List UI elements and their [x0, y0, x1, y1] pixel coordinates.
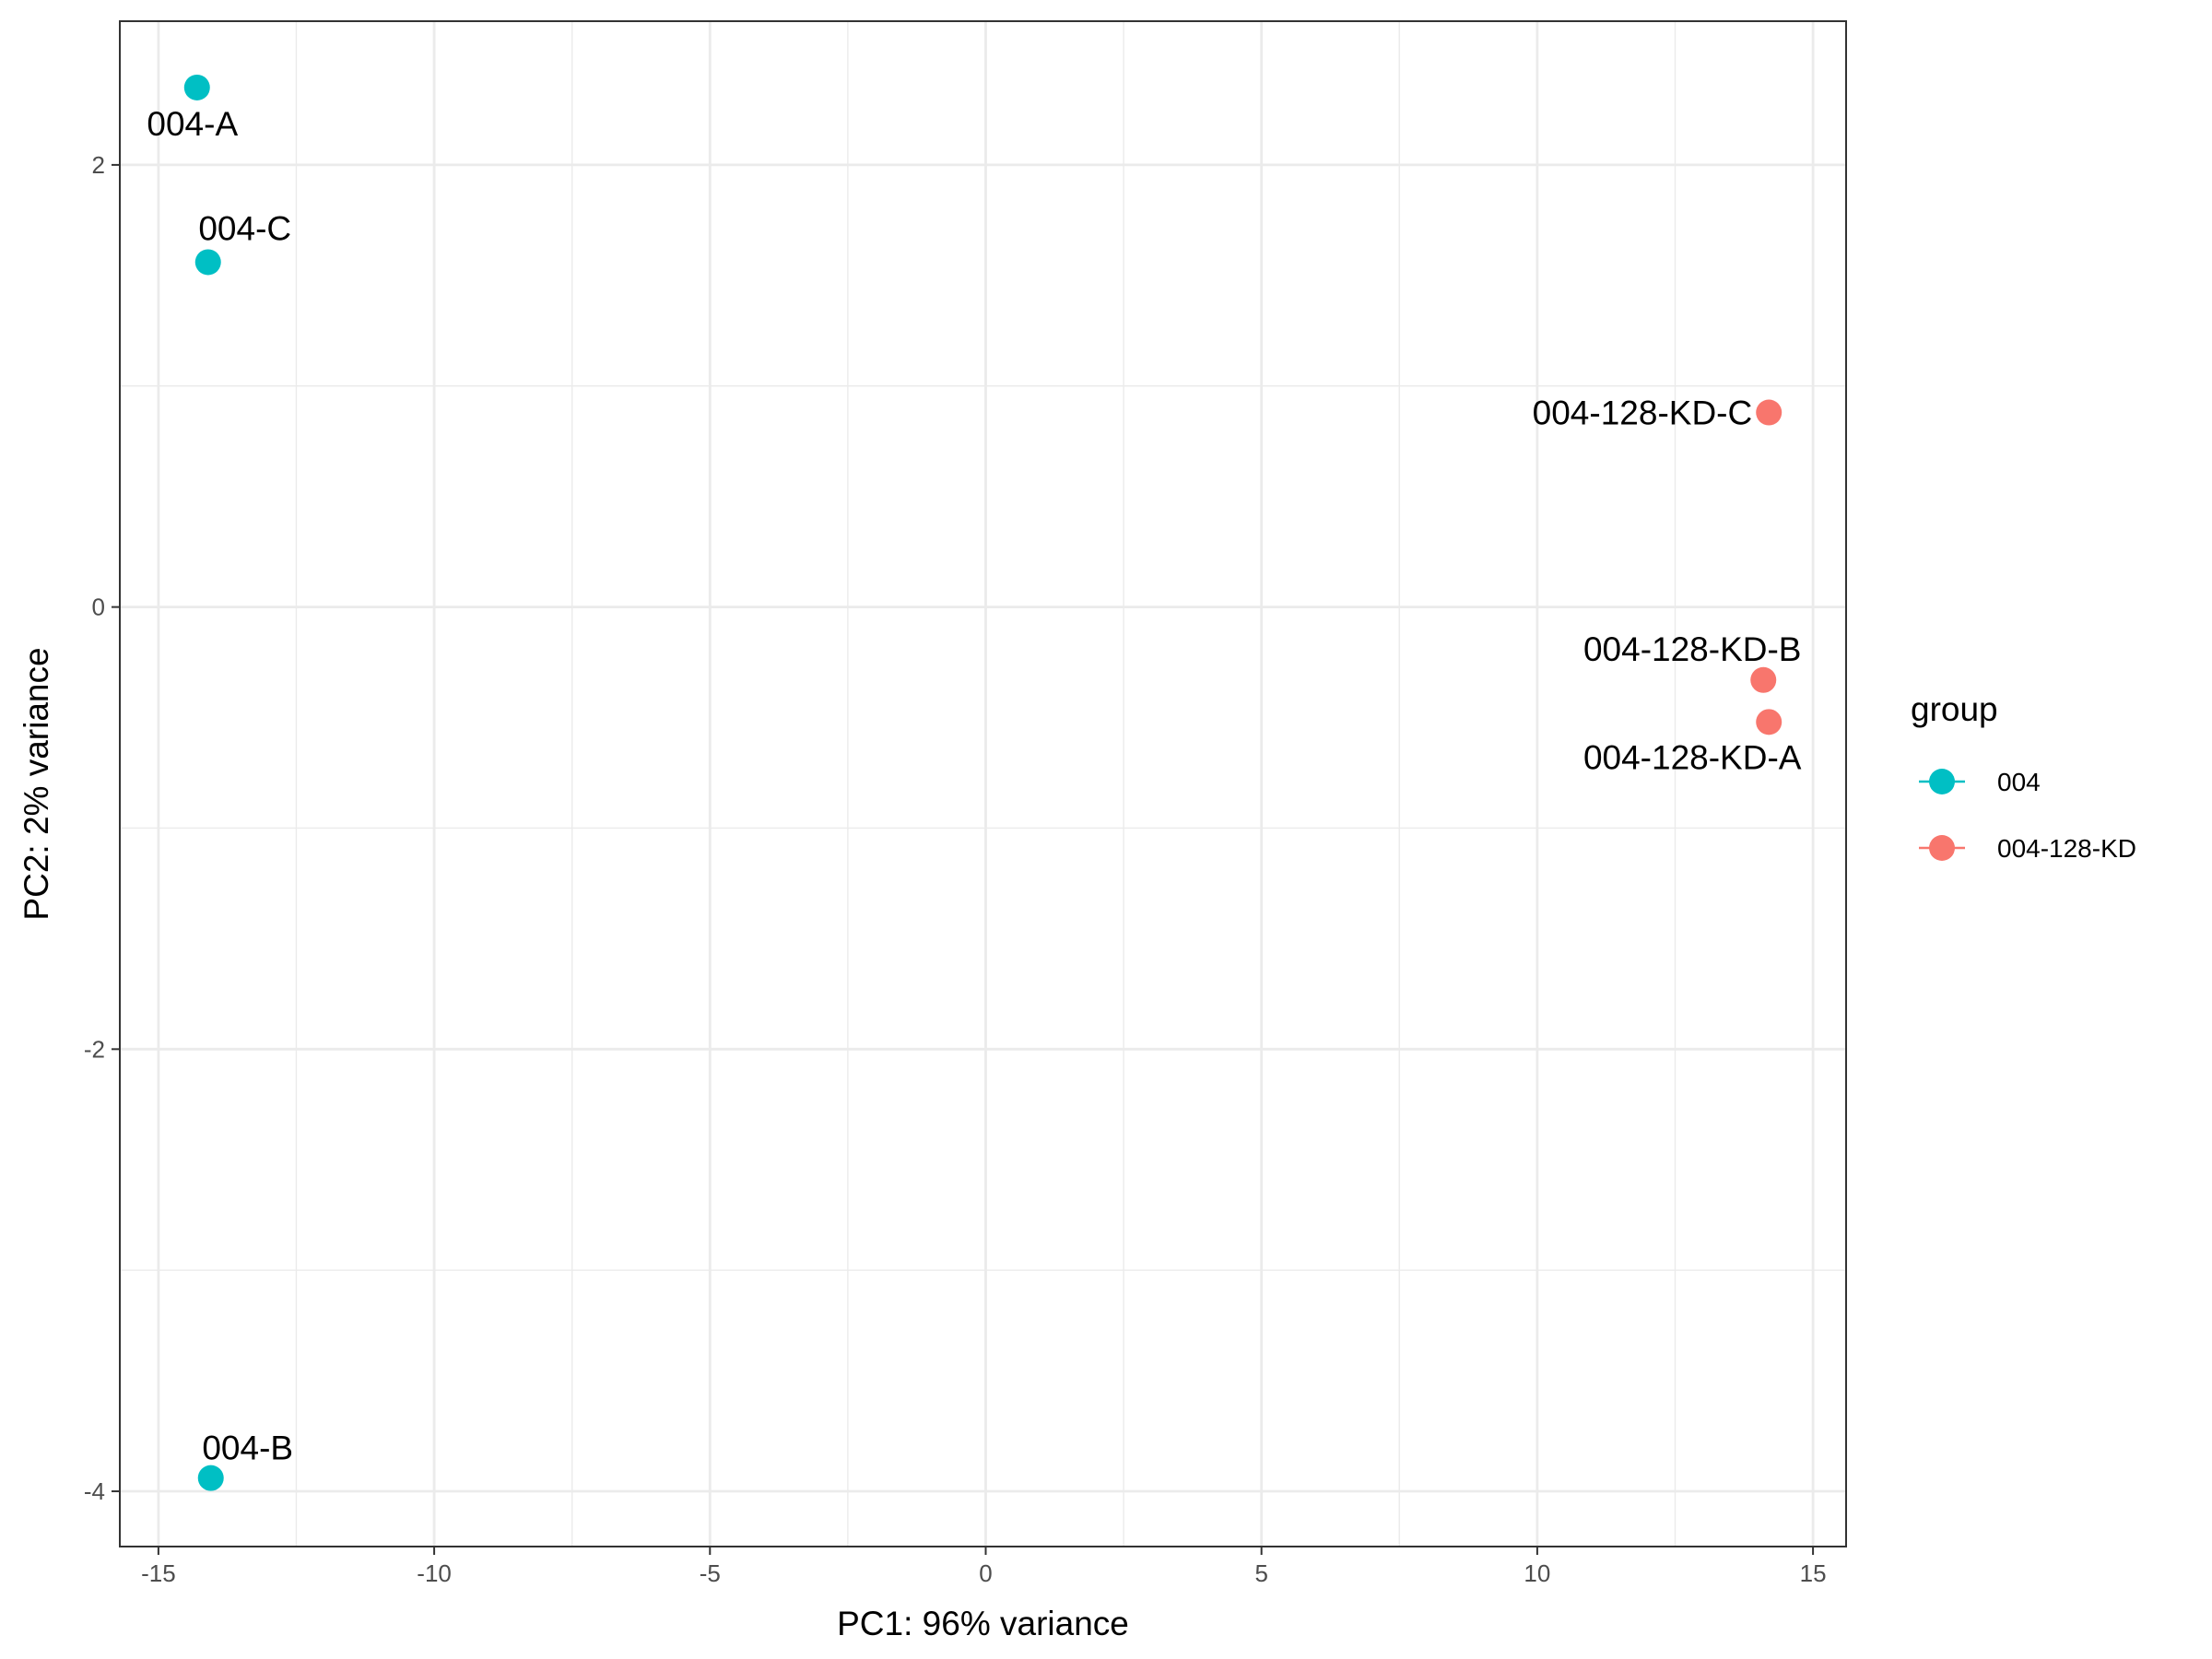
- x-tick-label: -5: [700, 1559, 721, 1587]
- data-point: [183, 74, 210, 100]
- legend: group 004 004-128-KD: [1911, 690, 2136, 863]
- plot-panel-background: [120, 21, 1846, 1547]
- legend-key-point: [1929, 835, 1955, 861]
- x-tick-label: 0: [979, 1559, 992, 1587]
- x-tick-label: -15: [141, 1559, 176, 1587]
- point-label: 004-B: [202, 1430, 293, 1467]
- y-tick-label: 2: [92, 151, 105, 179]
- x-tick-label: -10: [417, 1559, 452, 1587]
- y-tick-label: 0: [92, 594, 105, 621]
- y-axis-ticks: 2 0 -2 -4: [84, 151, 120, 1505]
- point-labels: 004-A 004-C 004-B 004-128-KD-C 004-128-KD-B 0…: [147, 105, 1801, 1467]
- point-label: 004-128-KD-B: [1583, 630, 1802, 668]
- y-tick-label: -2: [84, 1035, 105, 1063]
- grid-major-lines: [120, 21, 1846, 1547]
- data-point: [194, 249, 221, 276]
- legend-label: 004: [1997, 768, 2041, 796]
- grid-minor-lines: [120, 21, 1846, 1547]
- data-point: [1756, 399, 1783, 426]
- point-label: 004-128-KD-A: [1583, 738, 1802, 776]
- legend-title: group: [1911, 690, 1998, 728]
- y-axis-title: PC2: 2% variance: [18, 647, 55, 920]
- point-label: 004-A: [147, 105, 238, 143]
- x-tick-label: 15: [1800, 1559, 1827, 1587]
- legend-key-point: [1929, 769, 1955, 794]
- data-point: [197, 1465, 224, 1491]
- x-axis-title: PC1: 96% variance: [837, 1605, 1129, 1642]
- data-point: [1756, 709, 1783, 735]
- data-points: [183, 74, 1783, 1491]
- plot-panel-border: [119, 20, 1847, 1547]
- x-tick-label: 5: [1254, 1559, 1267, 1587]
- data-point: [1750, 666, 1777, 693]
- point-label: 004-C: [198, 209, 291, 247]
- legend-label: 004-128-KD: [1997, 834, 2136, 863]
- y-tick-label: -4: [84, 1477, 105, 1505]
- point-label: 004-128-KD-C: [1533, 394, 1753, 432]
- x-tick-label: 10: [1524, 1559, 1550, 1587]
- x-axis-ticks: -15 -10 -5 0 5 10 15: [141, 1547, 1827, 1587]
